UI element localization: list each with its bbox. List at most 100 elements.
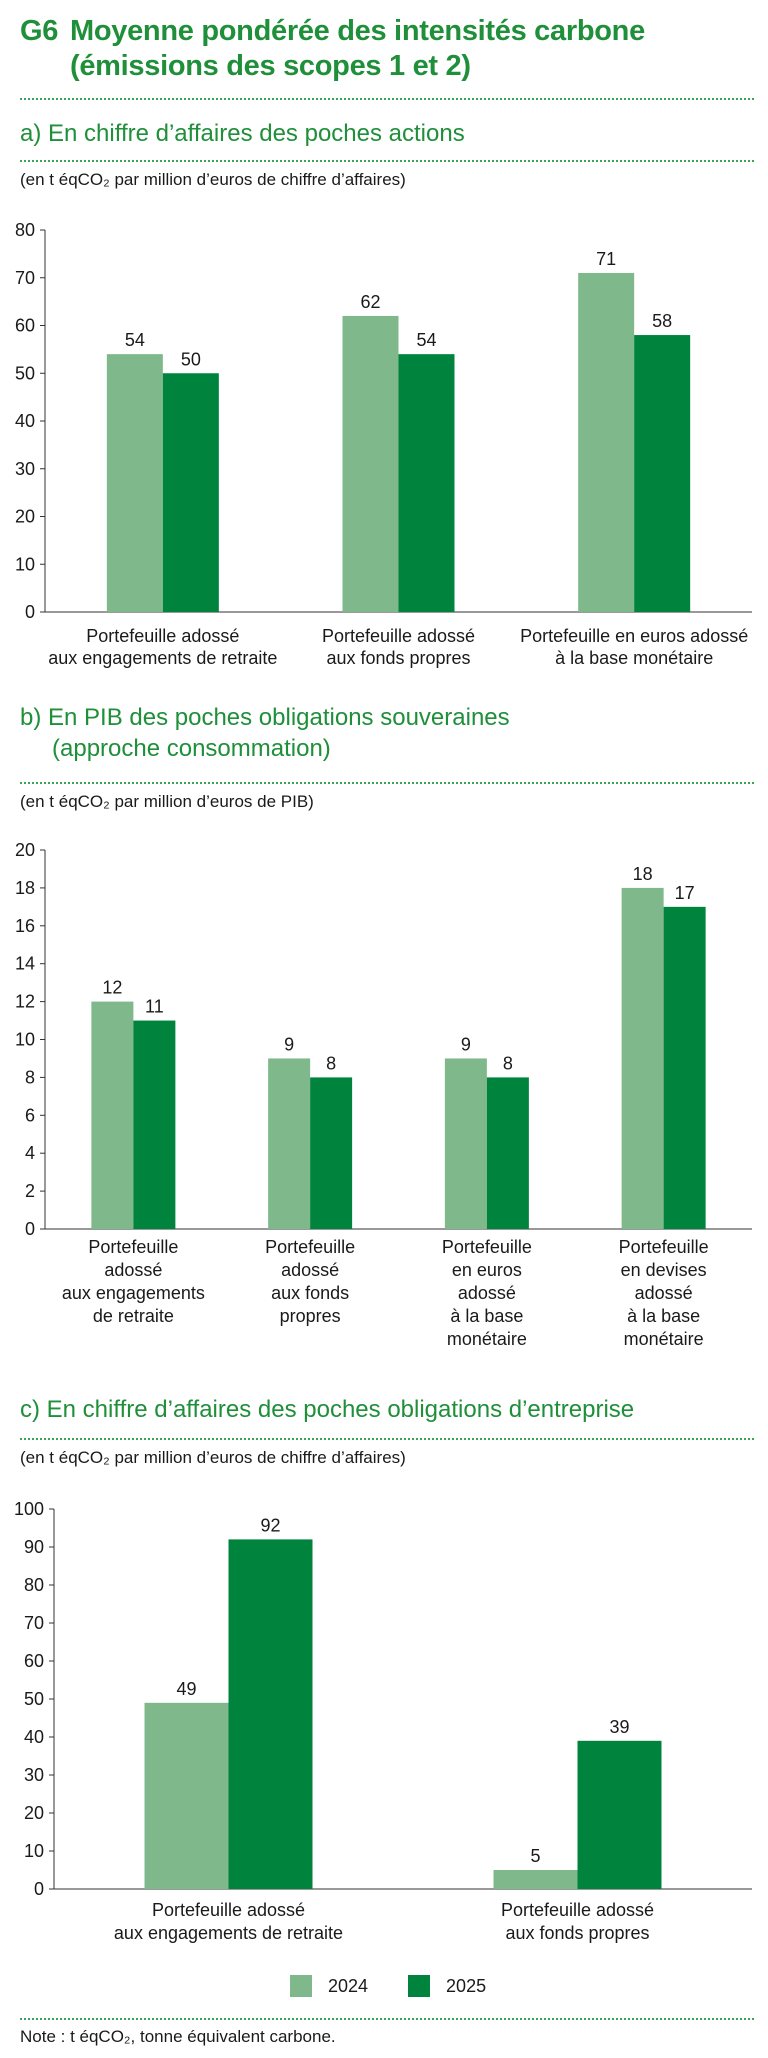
bar-2025 <box>663 906 706 1229</box>
chart-a: 0 10 20 30 40 50 60 70 80 54 50 Portefeuille adossé… <box>15 220 752 668</box>
y-tick-label: 10 <box>15 554 35 574</box>
y-tick-label: 40 <box>15 411 35 431</box>
data-label: 9 <box>461 1034 471 1054</box>
y-tick-label: 30 <box>24 1765 44 1785</box>
bar-2025 <box>228 1539 313 1889</box>
y-tick-label: 14 <box>15 954 35 974</box>
x-category-label: aux fonds propres <box>505 1923 649 1943</box>
data-label: 12 <box>102 978 122 998</box>
divider <box>20 782 754 784</box>
x-category-label: Portefeuille adossé <box>322 626 475 646</box>
chart-b: 0 2 4 6 8 10 12 14 16 18 20 12 11 Portefeuille adossé a… <box>15 840 752 1349</box>
x-category-label: de retraite <box>93 1306 174 1326</box>
section-c-unit: (en t éqCO₂ par million d’euros de chiff… <box>20 1448 406 1467</box>
section-a-title-text: a) En chiffre d’affaires des poches acti… <box>20 120 465 147</box>
y-tick-label: 18 <box>15 878 35 898</box>
figure-title-line2: (émissions des scopes 1 et 2) <box>70 50 471 82</box>
data-label: 8 <box>503 1053 513 1073</box>
y-tick-label: 70 <box>15 268 35 288</box>
data-label: 17 <box>675 883 695 903</box>
y-tick-label: 70 <box>24 1613 44 1633</box>
x-category-label: monétaire <box>447 1329 527 1349</box>
y-tick-label: 2 <box>25 1181 35 1201</box>
y-tick-label: 0 <box>25 1219 35 1239</box>
section-c-title-text: c) En chiffre d’affaires des poches obli… <box>20 1396 635 1423</box>
data-label: 8 <box>326 1053 336 1073</box>
section-c-title: c) En chiffre d’affaires des poches obli… <box>20 1394 634 1425</box>
x-category-label: aux engagements de retraite <box>114 1923 343 1943</box>
x-category-label: Portefeuille <box>88 1237 178 1257</box>
y-tick-label: 8 <box>25 1067 35 1087</box>
y-tick-label: 4 <box>25 1143 35 1163</box>
divider <box>20 1438 754 1440</box>
section-b-title-line2: (approche consommation) <box>52 735 331 762</box>
data-label: 49 <box>176 1679 196 1699</box>
divider <box>20 160 754 162</box>
y-tick-label: 20 <box>24 1803 44 1823</box>
section-a-title: a) En chiffre d’affaires des poches acti… <box>20 118 465 149</box>
y-tick-label: 60 <box>24 1651 44 1671</box>
chart-legend: 2024 2025 <box>290 1975 526 1997</box>
bar-2024 <box>91 1001 134 1229</box>
x-category-label: Portefeuille adossé <box>501 1900 654 1920</box>
bar-2024 <box>144 1702 229 1889</box>
x-category-label: Portefeuille adossé <box>152 1900 305 1920</box>
x-category-label: à la base <box>450 1306 523 1326</box>
x-category-label: monétaire <box>624 1329 704 1349</box>
x-category-label: aux fonds propres <box>326 648 470 668</box>
data-label: 58 <box>652 311 672 331</box>
data-label: 18 <box>633 864 653 884</box>
bar-2025 <box>310 1077 353 1229</box>
divider <box>20 98 754 100</box>
data-label: 50 <box>181 349 201 369</box>
divider <box>20 2018 754 2020</box>
data-label: 54 <box>416 330 436 350</box>
y-tick-label: 20 <box>15 507 35 527</box>
y-tick-label: 80 <box>15 220 35 240</box>
y-tick-label: 16 <box>15 916 35 936</box>
x-category-label: adossé <box>635 1283 693 1303</box>
data-label: 71 <box>596 249 616 269</box>
y-tick-label: 50 <box>24 1689 44 1709</box>
section-b-title: b) En PIB des poches obligations souvera… <box>20 702 510 764</box>
y-tick-label: 90 <box>24 1537 44 1557</box>
footnote: Note : t éqCO₂, tonne équivalent carbone… <box>20 2027 336 2046</box>
bar-2024 <box>493 1870 578 1889</box>
legend-swatch-2025 <box>408 1975 431 1997</box>
data-label: 9 <box>284 1034 294 1054</box>
bar-2024 <box>444 1058 487 1229</box>
bar-2024 <box>342 315 399 612</box>
x-category-label: adossé <box>104 1260 162 1280</box>
x-category-label: Portefeuille <box>619 1237 709 1257</box>
y-tick-label: 60 <box>15 316 35 336</box>
figure-title-line1: Moyenne pondérée des intensités carbone <box>70 15 645 47</box>
x-category-label: Portefeuille <box>442 1237 532 1257</box>
section-b-title-text: b) En PIB des poches obligations souvera… <box>20 704 510 731</box>
y-tick-label: 0 <box>34 1879 44 1899</box>
x-category-label: aux fonds <box>271 1283 349 1303</box>
x-category-label: Portefeuille en euros adossé <box>520 626 748 646</box>
bar-2025 <box>634 335 691 612</box>
y-tick-label: 0 <box>25 602 35 622</box>
y-tick-label: 80 <box>24 1575 44 1595</box>
data-label: 62 <box>360 292 380 312</box>
legend-swatch-2024 <box>290 1975 312 1997</box>
bar-2025 <box>398 354 455 612</box>
y-tick-label: 50 <box>15 363 35 383</box>
legend-item-2024: 2024 <box>290 1975 368 1997</box>
y-tick-label: 10 <box>24 1841 44 1861</box>
x-category-label: Portefeuille <box>265 1237 355 1257</box>
bar-2024 <box>578 272 635 612</box>
y-tick-label: 20 <box>15 840 35 860</box>
section-b-unit: (en t éqCO₂ par million d’euros de PIB) <box>20 792 314 811</box>
data-label: 39 <box>609 1717 629 1737</box>
x-category-label: aux engagements de retraite <box>48 648 277 668</box>
chart-c: 0 10 20 30 40 50 60 70 80 90 100 49 92 Portefeuille a… <box>14 1499 752 1943</box>
y-tick-label: 40 <box>24 1727 44 1747</box>
figure-title: G6 Moyenne pondérée des intensités carbon… <box>20 14 645 84</box>
bar-2024 <box>106 354 163 612</box>
x-category-label: propres <box>280 1306 341 1326</box>
data-label: 11 <box>145 997 164 1017</box>
section-a-unit: (en t éqCO₂ par million d’euros de chiff… <box>20 170 406 189</box>
bar-2025 <box>577 1740 662 1889</box>
